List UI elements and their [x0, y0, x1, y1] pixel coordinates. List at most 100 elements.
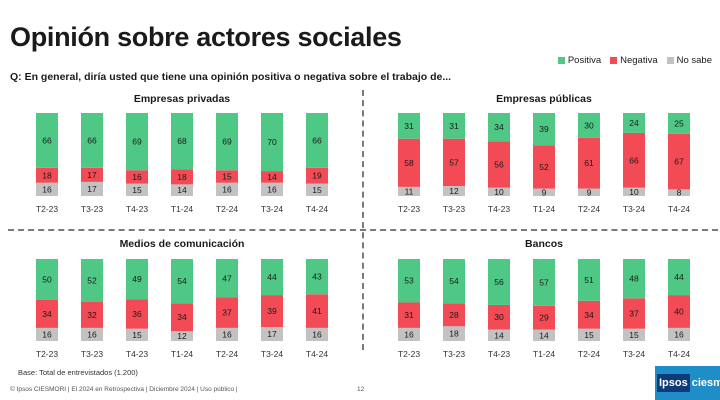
data-label: 44: [674, 272, 684, 282]
data-label: 14: [539, 330, 549, 340]
x-tick-label: T4-24: [306, 349, 328, 359]
data-label: 17: [87, 170, 97, 180]
bar-segment-negativa: [81, 167, 103, 182]
bar-segment-positiva: [443, 113, 465, 139]
bar-segment-no-sabe: [623, 328, 645, 341]
bar-segment-no-sabe: [261, 327, 283, 341]
data-label: 48: [629, 274, 639, 284]
data-label: 39: [267, 306, 277, 316]
x-tick-label: T1-24: [533, 204, 555, 214]
x-tick-label: T3-24: [623, 204, 645, 214]
bar-segment-positiva: [533, 113, 555, 146]
bar-segment-positiva: [36, 259, 58, 300]
x-tick-label: T3-24: [261, 204, 283, 214]
x-tick-label: T2-23: [36, 204, 58, 214]
data-label: 14: [177, 185, 187, 195]
data-label: 25: [674, 118, 684, 128]
bar-segment-no-sabe: [668, 327, 690, 341]
data-label: 9: [542, 187, 547, 197]
bar-segment-no-sabe: [398, 186, 420, 196]
bar-segment-positiva: [171, 259, 193, 304]
bar-segment-no-sabe: [623, 187, 645, 196]
bar-segment-negativa: [488, 304, 510, 330]
x-tick-label: T4-23: [126, 204, 148, 214]
data-label: 9: [587, 187, 592, 197]
data-label: 36: [132, 309, 142, 319]
x-tick-label: T4-24: [668, 349, 690, 359]
bar-segment-negativa: [306, 294, 328, 328]
bar-segment-no-sabe: [171, 331, 193, 341]
x-tick-label: T1-24: [171, 204, 193, 214]
bar-segment-negativa: [623, 298, 645, 329]
data-label: 17: [87, 184, 97, 194]
data-label: 57: [449, 157, 459, 167]
bar-segment-no-sabe: [533, 188, 555, 196]
bar-segment-positiva: [668, 113, 690, 134]
bar-segment-no-sabe: [306, 327, 328, 341]
bar-segment-no-sabe: [443, 186, 465, 196]
data-label: 16: [404, 329, 414, 339]
data-label: 34: [177, 312, 187, 322]
survey-question: Q: En general, diría usted que tiene una…: [10, 71, 452, 83]
bar-segment-no-sabe: [488, 187, 510, 196]
data-label: 44: [267, 272, 277, 282]
page-number: 12: [357, 386, 365, 393]
data-label: 54: [449, 276, 459, 286]
x-tick-label: T3-23: [443, 349, 465, 359]
legend-label-negativa: Negativa: [620, 55, 658, 66]
data-label: 11: [405, 186, 414, 196]
x-tick-label: T4-23: [488, 349, 510, 359]
data-label: 16: [222, 184, 232, 194]
data-label: 37: [629, 309, 639, 319]
bar-segment-negativa: [261, 295, 283, 328]
legend-item-negativa: Negativa: [610, 55, 658, 66]
bar-segment-no-sabe: [81, 327, 103, 341]
bar-segment-negativa: [578, 300, 600, 329]
chart-title: Empresas privadas: [134, 93, 230, 105]
chart-title: Medios de comunicación: [120, 238, 245, 250]
x-tick-label: T2-23: [398, 349, 420, 359]
data-label: 66: [312, 135, 322, 145]
legend-label-positiva: Positiva: [567, 55, 602, 66]
bar-segment-negativa: [216, 297, 238, 328]
bar-segment-negativa: [533, 305, 555, 330]
x-tick-label: T2-24: [216, 204, 238, 214]
bar-segment-no-sabe: [578, 328, 600, 341]
chart-legend: Positiva Negativa No sabe: [557, 55, 712, 66]
bar-segment-positiva: [623, 113, 645, 133]
bar-segment-positiva: [216, 259, 238, 298]
x-tick-label: T1-24: [533, 349, 555, 359]
data-label: 18: [449, 329, 459, 339]
data-label: 57: [539, 277, 549, 287]
x-tick-label: T3-24: [623, 349, 645, 359]
logo-box-text: Ipsos: [657, 374, 690, 392]
bar-segment-positiva: [36, 113, 58, 168]
data-label: 31: [449, 121, 459, 131]
bar-segment-negativa: [126, 170, 148, 184]
data-label: 15: [222, 171, 232, 181]
bar-segment-negativa: [488, 141, 510, 188]
data-label: 43: [312, 272, 322, 282]
data-label: 15: [629, 330, 639, 340]
data-label: 56: [494, 277, 504, 287]
data-label: 17: [267, 329, 277, 339]
data-label: 16: [42, 184, 52, 194]
data-label: 39: [539, 124, 549, 134]
bar-segment-negativa: [36, 300, 58, 328]
bar-segment-positiva: [126, 113, 148, 171]
data-label: 16: [87, 329, 97, 339]
bar-segment-negativa: [36, 167, 58, 183]
bar-segment-no-sabe: [533, 329, 555, 341]
data-label: 34: [494, 122, 504, 132]
bar-segment-negativa: [398, 302, 420, 328]
x-tick-label: T2-24: [578, 204, 600, 214]
bar-segment-negativa: [126, 299, 148, 329]
bar-segment-no-sabe: [216, 182, 238, 196]
data-label: 14: [267, 172, 277, 182]
x-tick-label: T3-23: [81, 349, 103, 359]
base-note: Base: Total de entrevistados (1.200): [18, 368, 138, 377]
bar-segment-positiva: [398, 259, 420, 303]
bar-segment-positiva: [488, 259, 510, 305]
legend-item-positiva: Positiva: [557, 55, 602, 66]
data-label: 19: [312, 171, 322, 181]
